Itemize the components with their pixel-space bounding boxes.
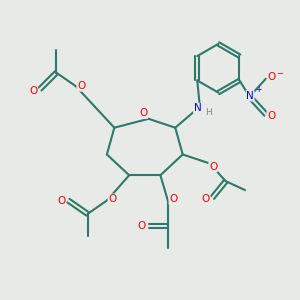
Text: N: N xyxy=(194,103,201,113)
Text: O: O xyxy=(202,194,210,204)
Text: N: N xyxy=(246,91,254,101)
Text: H: H xyxy=(205,108,212,117)
Text: O: O xyxy=(29,85,38,96)
Text: O: O xyxy=(169,194,177,204)
Text: O: O xyxy=(108,194,116,204)
Text: −: − xyxy=(276,69,283,78)
Text: O: O xyxy=(77,81,85,91)
Text: +: + xyxy=(255,85,261,94)
Text: O: O xyxy=(58,196,66,206)
Text: O: O xyxy=(138,221,146,231)
Text: O: O xyxy=(139,108,147,118)
Text: O: O xyxy=(267,111,275,121)
Text: O: O xyxy=(267,72,275,82)
Text: O: O xyxy=(209,162,217,172)
